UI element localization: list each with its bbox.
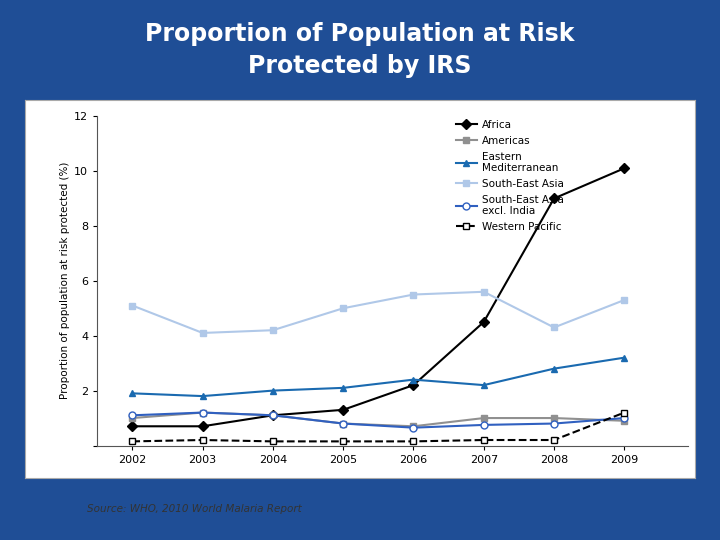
Line: South-East Asia: South-East Asia	[129, 288, 628, 336]
Eastern
Mediterranean	[409, 376, 418, 383]
Eastern
Mediterranean	[620, 354, 629, 361]
Americas	[269, 412, 277, 418]
Line: Africa: Africa	[129, 165, 628, 430]
Line: Eastern
Mediterranean: Eastern Mediterranean	[129, 354, 628, 400]
Western Pacific	[128, 438, 137, 444]
South-East Asia	[550, 324, 559, 330]
South-East Asia	[339, 305, 348, 312]
Americas	[620, 417, 629, 424]
South-East Asia
excl. India	[269, 412, 277, 418]
Text: Proportion of Population at Risk
Protected by IRS: Proportion of Population at Risk Protect…	[145, 22, 575, 78]
Africa	[480, 319, 488, 325]
Western Pacific	[480, 437, 488, 443]
Africa	[550, 195, 559, 202]
Line: Americas: Americas	[129, 409, 628, 430]
South-East Asia	[128, 302, 137, 309]
Line: South-East Asia
excl. India: South-East Asia excl. India	[129, 409, 628, 431]
Americas	[480, 415, 488, 421]
Eastern
Mediterranean	[269, 387, 277, 394]
Western Pacific	[550, 437, 559, 443]
Eastern
Mediterranean	[550, 366, 559, 372]
South-East Asia
excl. India	[409, 424, 418, 431]
Africa	[409, 382, 418, 388]
South-East Asia
excl. India	[198, 409, 207, 416]
Americas	[128, 415, 137, 421]
Africa	[269, 412, 277, 418]
Eastern
Mediterranean	[480, 382, 488, 388]
South-East Asia	[269, 327, 277, 333]
Western Pacific	[620, 409, 629, 416]
Africa	[339, 407, 348, 413]
Eastern
Mediterranean	[198, 393, 207, 400]
Y-axis label: Proportion of population at risk protected (%): Proportion of population at risk protect…	[60, 162, 70, 400]
South-East Asia
excl. India	[620, 415, 629, 421]
Eastern
Mediterranean	[339, 384, 348, 391]
Americas	[409, 423, 418, 429]
Text: Source: WHO, 2010 World Malaria Report: Source: WHO, 2010 World Malaria Report	[87, 504, 302, 514]
South-East Asia
excl. India	[480, 422, 488, 428]
Africa	[128, 423, 137, 429]
South-East Asia	[480, 288, 488, 295]
South-East Asia
excl. India	[128, 412, 137, 418]
South-East Asia	[409, 291, 418, 298]
Western Pacific	[339, 438, 348, 444]
Eastern
Mediterranean	[128, 390, 137, 396]
Africa	[198, 423, 207, 429]
Americas	[550, 415, 559, 421]
Americas	[198, 409, 207, 416]
South-East Asia
excl. India	[550, 420, 559, 427]
Western Pacific	[198, 437, 207, 443]
South-East Asia
excl. India	[339, 420, 348, 427]
Africa	[620, 165, 629, 172]
South-East Asia	[620, 297, 629, 303]
Line: Western Pacific: Western Pacific	[129, 409, 628, 445]
Western Pacific	[269, 438, 277, 444]
Americas	[339, 420, 348, 427]
Western Pacific	[409, 438, 418, 444]
South-East Asia	[198, 330, 207, 336]
Legend: Africa, Americas, Eastern
Mediterranean, South-East Asia, South-East Asia
excl. : Africa, Americas, Eastern Mediterranean,…	[454, 118, 566, 234]
